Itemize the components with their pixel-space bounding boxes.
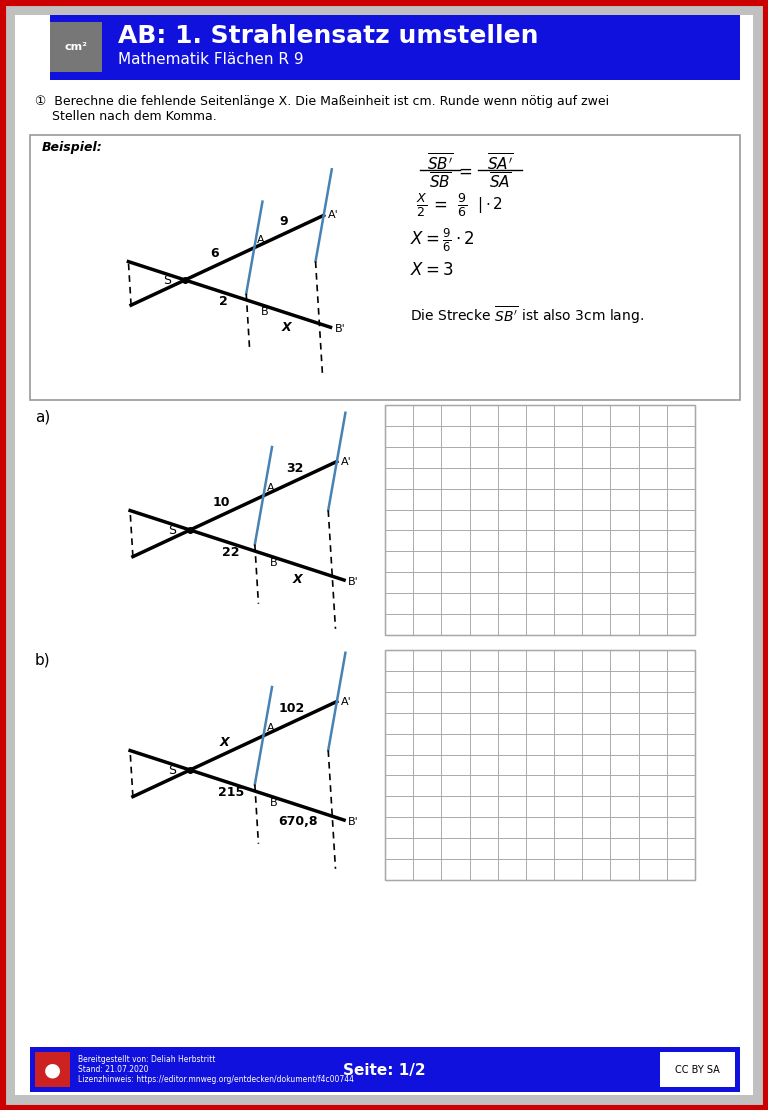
Text: 2: 2	[219, 295, 228, 309]
Text: =: =	[458, 163, 472, 181]
Text: X: X	[281, 321, 291, 334]
Bar	[30, 16, 740, 80]
Text: S: S	[168, 524, 176, 536]
Text: X: X	[293, 573, 303, 586]
Text: $\overline{SA'}$: $\overline{SA'}$	[487, 152, 513, 172]
Bar	[50, 22, 102, 72]
Text: $\overline{SB}$: $\overline{SB}$	[429, 172, 451, 192]
Text: Mathematik Flächen R 9: Mathematik Flächen R 9	[118, 52, 303, 68]
Text: B': B'	[335, 324, 346, 334]
Text: A: A	[266, 483, 274, 493]
Text: B': B'	[348, 577, 359, 587]
Text: $X = 3$: $X = 3$	[410, 261, 454, 279]
Text: B: B	[261, 306, 268, 316]
Text: 9: 9	[280, 215, 288, 228]
Text: $\overline{SA}$: $\overline{SA}$	[489, 172, 511, 192]
Text: AB: 1. Strahlensatz umstellen: AB: 1. Strahlensatz umstellen	[118, 24, 538, 48]
Text: 10: 10	[213, 496, 230, 509]
Text: S: S	[168, 764, 176, 777]
Text: $X = \frac{9}{6} \cdot 2$: $X = \frac{9}{6} \cdot 2$	[410, 226, 475, 254]
Bar	[30, 1047, 740, 1092]
Text: A': A'	[341, 697, 352, 707]
Text: =: =	[433, 196, 447, 214]
Text: $\frac{9}{6}$: $\frac{9}{6}$	[457, 191, 467, 219]
Text: Seite: 1/2: Seite: 1/2	[343, 1062, 425, 1078]
Text: B: B	[270, 558, 278, 568]
Bar	[35, 1052, 70, 1087]
Text: 215: 215	[218, 786, 245, 799]
Text: ●: ●	[44, 1060, 61, 1080]
Text: X: X	[220, 736, 230, 749]
Bar	[385, 650, 695, 880]
Text: cm²: cm²	[65, 42, 88, 52]
Text: Lizenzhinweis: https://editor.mnweg.org/entdecken/dokument/f4c00744: Lizenzhinweis: https://editor.mnweg.org/…	[78, 1076, 354, 1084]
Text: 6: 6	[210, 248, 219, 261]
Text: B: B	[270, 798, 278, 808]
Text: Stand: 21.07.2020: Stand: 21.07.2020	[78, 1066, 148, 1074]
Text: A': A'	[341, 456, 352, 466]
Text: 32: 32	[286, 462, 304, 475]
Text: b): b)	[35, 653, 51, 667]
Text: $\overline{SB'}$: $\overline{SB'}$	[427, 152, 453, 172]
Text: 102: 102	[279, 703, 305, 715]
Text: 22: 22	[222, 546, 240, 559]
Text: A': A'	[328, 210, 339, 221]
Text: Bereitgestellt von: Deliah Herbstritt: Bereitgestellt von: Deliah Herbstritt	[78, 1056, 215, 1064]
Text: A: A	[257, 234, 265, 244]
Text: Die Strecke $\overline{SB'}$ ist also 3cm lang.: Die Strecke $\overline{SB'}$ ist also 3c…	[410, 304, 644, 326]
Bar	[30, 16, 50, 80]
Text: $\frac{X}{2}$: $\frac{X}{2}$	[416, 191, 428, 219]
Text: 670,8: 670,8	[278, 815, 317, 828]
Text: B': B'	[348, 817, 359, 827]
Text: Stellen nach dem Komma.: Stellen nach dem Komma.	[52, 111, 217, 123]
Text: a): a)	[35, 410, 50, 424]
Bar	[660, 1052, 735, 1087]
Text: $|\cdot 2$: $|\cdot 2$	[477, 195, 503, 215]
Text: S: S	[163, 273, 171, 286]
Text: A: A	[266, 723, 274, 733]
Bar	[385, 405, 695, 635]
Text: Beispiel:: Beispiel:	[42, 141, 103, 153]
Text: ①  Berechne die fehlende Seitenlänge X. Die Maßeinheit ist cm. Runde wenn nötig : ① Berechne die fehlende Seitenlänge X. D…	[35, 95, 609, 109]
Text: CC BY SA: CC BY SA	[674, 1064, 720, 1074]
Bar	[30, 135, 740, 400]
